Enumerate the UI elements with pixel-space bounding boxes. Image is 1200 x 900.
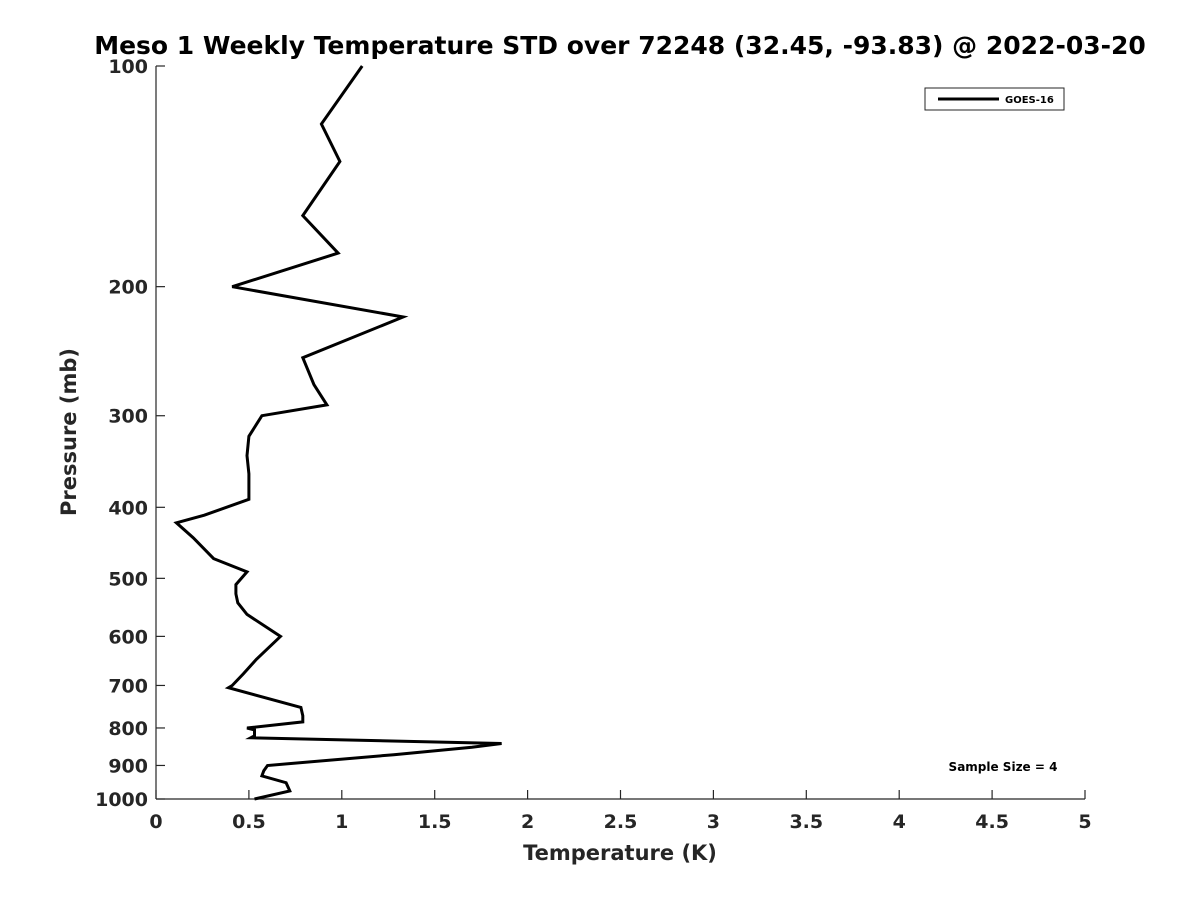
y-tick-label: 900 [108,755,148,777]
x-tick-label: 1.5 [418,811,452,833]
x-tick-label: 1 [335,811,348,833]
y-tick-label: 1000 [95,789,148,811]
x-tick-label: 2.5 [604,811,638,833]
x-tick-label: 3.5 [789,811,823,833]
sample-size-annotation: Sample Size = 4 [949,760,1058,774]
series-layer [173,65,502,801]
legend: GOES-16 [924,87,1065,111]
x-tick-label: 3 [707,811,720,833]
x-tick-label: 4.5 [975,811,1009,833]
y-tick-label: 200 [108,277,148,299]
chart-title: Meso 1 Weekly Temperature STD over 72248… [94,31,1146,60]
y-tick-label: 600 [108,626,148,648]
y-tick-label: 500 [108,568,148,590]
y-tick-label: 400 [108,497,148,519]
x-tick-label: 0 [149,811,162,833]
y-axis-label: Pressure (mb) [57,348,81,516]
y-tick-label: 700 [108,675,148,697]
series-line-goes-16 [173,65,502,801]
x-tick-label: 4 [893,811,906,833]
x-tick-label: 5 [1078,811,1091,833]
y-axis-ticks: 100 200 300 400 500 600 700 800 900 1000 [95,56,165,811]
y-tick-label: 100 [108,56,148,78]
y-tick-label: 800 [108,718,148,740]
x-axis-label: Temperature (K) [523,841,717,865]
y-tick-label: 300 [108,406,148,428]
x-tick-label: 0.5 [232,811,266,833]
x-tick-label: 2 [521,811,534,833]
legend-label-goes-16: GOES-16 [1005,95,1054,106]
x-axis-ticks: 0 0.5 1 1.5 2 2.5 3 3.5 4 4.5 5 [149,790,1092,833]
